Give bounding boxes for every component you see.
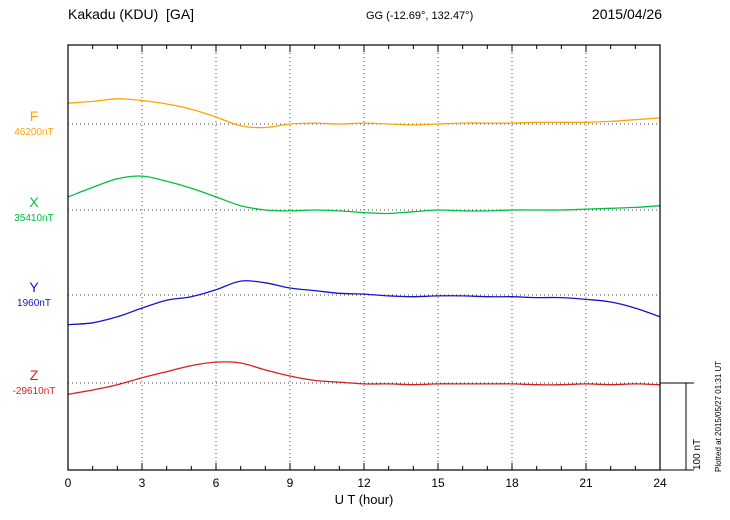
baseline-value-F: 46200nT (14, 127, 54, 138)
trace-Y (67, 280, 661, 326)
series-label-F: F (29, 108, 39, 124)
component-label-Z: Z -29610nT (4, 368, 64, 397)
baseline-value-Y: 1960nT (17, 298, 51, 309)
plot-date: 2015/04/26 (591, 6, 662, 22)
x-tick-label: 24 (653, 476, 667, 490)
x-tick-label: 15 (431, 476, 445, 490)
component-label-F: F 46200nT (4, 109, 64, 138)
x-axis-title: U T (hour) (334, 492, 394, 507)
geographic-coords: GG (-12.69°, 132.47°) (366, 10, 474, 22)
x-tick-label: 12 (357, 476, 371, 490)
x-tick-label: 18 (505, 476, 519, 490)
trace-Z (67, 361, 661, 395)
baseline-value-X: 35410nT (14, 213, 54, 224)
plotted-at-note: Plotted at 2015/05/27 01:31 UT (714, 360, 723, 472)
baseline-value-Z: -29610nT (12, 386, 56, 397)
x-tick-label: 21 (579, 476, 593, 490)
x-tick-label: 0 (65, 476, 72, 490)
scale-bar-label: 100 nT (692, 438, 703, 470)
series-label-Y: Y (29, 279, 39, 295)
series-label-X: X (29, 194, 39, 210)
series-label-Z: Z (29, 367, 39, 383)
x-tick-label: 6 (213, 476, 220, 490)
plot-frame (67, 44, 661, 471)
component-label-Y: Y 1960nT (4, 280, 64, 309)
component-label-X: X 35410nT (4, 195, 64, 224)
trace-X (67, 175, 661, 215)
x-tick-label: 9 (287, 476, 294, 490)
trace-F (67, 98, 661, 129)
x-tick-label: 3 (139, 476, 146, 490)
station-title: Kakadu (KDU) [GA] (68, 6, 195, 22)
